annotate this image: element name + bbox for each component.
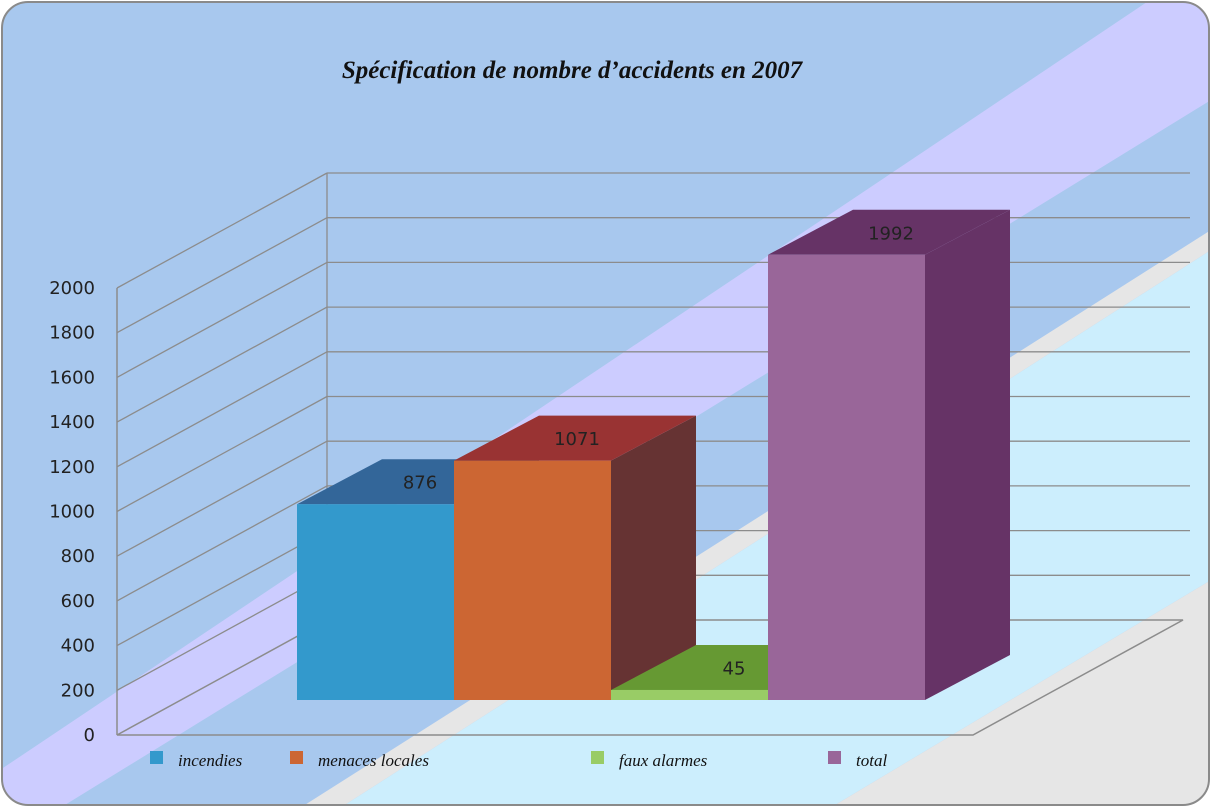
legend-item-2: faux alarmes xyxy=(591,751,708,770)
gridline-side-9 xyxy=(116,217,328,334)
bar-side-1 xyxy=(611,415,696,700)
bar-front-0 xyxy=(297,504,454,700)
y-tick-label-6: 1200 xyxy=(49,457,95,478)
bar-menaces-locales xyxy=(454,415,696,700)
chart-title: Spécification de nombre d’accidents en 2… xyxy=(342,57,804,84)
legend-label-1: menaces locales xyxy=(318,751,429,770)
bars xyxy=(297,209,1010,700)
gridline-side-8 xyxy=(116,261,328,378)
floor xyxy=(116,619,1184,736)
legend-label-3: total xyxy=(856,751,887,770)
legend-label-0: incendies xyxy=(178,751,243,770)
y-tick-label-3: 600 xyxy=(61,591,95,612)
bar-front-3 xyxy=(768,254,925,700)
data-label-0: 876 xyxy=(403,473,437,494)
y-axis-ticks: 0 200 400 600 800 1000 1200 1400 1600 1800 2000 xyxy=(49,278,95,746)
gridline-side-5 xyxy=(116,395,328,513)
bar-front-2 xyxy=(611,689,768,700)
data-labels: 876 1071 45 1992 xyxy=(403,223,914,679)
gridline-side-2 xyxy=(116,530,328,647)
y-tick-label-4: 800 xyxy=(61,546,95,567)
gridline-side-4 xyxy=(116,440,328,557)
y-tick-label-5: 1000 xyxy=(49,502,95,523)
y-tick-label-2: 400 xyxy=(61,636,95,657)
data-label-1: 1071 xyxy=(554,429,600,450)
data-label-2: 45 xyxy=(723,658,746,679)
y-tick-label-9: 1800 xyxy=(49,323,95,344)
bar-total xyxy=(768,209,1010,700)
y-tick-label-10: 2000 xyxy=(49,278,95,299)
bar-front-1 xyxy=(454,460,611,700)
legend-swatch-2 xyxy=(591,751,604,764)
y-tick-label-8: 1600 xyxy=(49,367,95,388)
bar-side-3 xyxy=(925,209,1010,700)
y-tick-label-1: 200 xyxy=(61,680,95,701)
legend-swatch-0 xyxy=(150,751,163,764)
legend-swatch-1 xyxy=(290,751,303,764)
background-band-gray-2 xyxy=(830,580,1209,805)
legend-swatch-3 xyxy=(828,751,841,764)
gridline-side-1 xyxy=(116,574,328,691)
legend-item-3: total xyxy=(828,751,887,770)
legend: incendies menaces locales faux alarmes tota… xyxy=(150,751,887,770)
gridline-side-10 xyxy=(116,172,328,289)
legend-label-2: faux alarmes xyxy=(619,751,708,770)
legend-item-1: menaces locales xyxy=(290,751,429,770)
gridline-side-6 xyxy=(116,351,328,468)
y-tick-label-7: 1400 xyxy=(49,412,95,433)
legend-item-0: incendies xyxy=(150,751,243,770)
bar-top-3 xyxy=(768,209,1010,255)
data-label-3: 1992 xyxy=(868,223,914,244)
gridline-side-7 xyxy=(116,306,328,423)
bar-top-1 xyxy=(454,415,696,461)
y-tick-label-0: 0 xyxy=(84,725,95,746)
gridline-side-3 xyxy=(116,485,328,602)
